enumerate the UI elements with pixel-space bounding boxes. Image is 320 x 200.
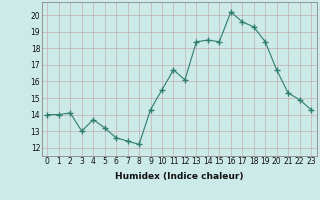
X-axis label: Humidex (Indice chaleur): Humidex (Indice chaleur) (115, 172, 244, 181)
